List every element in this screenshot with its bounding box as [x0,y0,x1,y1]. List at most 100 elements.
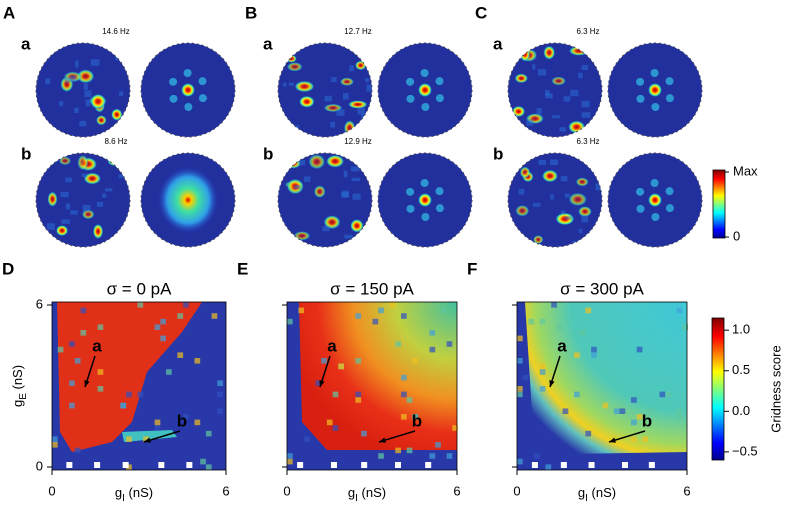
annotation: b [412,411,422,430]
cell-noise [539,386,546,392]
cell-noise [355,313,362,319]
cell-noise [205,430,212,437]
autocorr-peak [169,94,178,103]
annotation: a [92,336,102,355]
rate-label: 12.9 Hz [344,137,372,146]
cell-noise [80,330,87,336]
subscript: I [355,493,358,504]
cell-noise [287,458,293,465]
map-edge [35,42,131,138]
cell-noise [412,358,419,364]
empty-cell [297,462,304,468]
map-edge [377,42,473,138]
cell-noise [562,408,569,414]
map-edge [507,42,603,138]
noise [84,90,92,98]
noise [82,204,91,212]
cell-noise [440,307,447,314]
cell-noise [522,374,529,381]
autocorr-peak [636,204,645,213]
noise [570,89,579,97]
cell-noise [304,436,310,442]
cell-noise [205,464,212,470]
autocorr-peak [636,77,645,86]
colorbar-tick-label: 0.5 [732,362,750,377]
cell-noise [429,346,436,353]
noise [344,234,353,239]
empty-cell [122,462,129,468]
noise [299,160,306,166]
arrow-head [319,380,325,387]
cell-noise [676,414,683,420]
cell-noise [183,414,189,420]
firing-field [350,219,364,233]
rate-colorbar [712,169,726,239]
x-tick-label: 6 [222,483,229,498]
autocorr-peak [650,69,659,78]
cell-noise [401,414,407,420]
autocorr-peak [406,77,415,86]
annotation: b [177,411,187,430]
autocorr-peak [418,193,432,207]
plot-frame [51,301,227,471]
rate-map [378,153,472,247]
cell-noise [545,464,552,470]
cell-noise [528,318,535,325]
noise [564,216,572,220]
autocorr-peak [665,94,674,103]
cell-noise [631,436,637,442]
noise [324,95,332,102]
noise [65,203,71,210]
cell-noise [676,307,683,314]
autocorr-peak [435,77,444,86]
rate-label: 6.3 Hz [576,27,599,36]
cell-noise [378,453,384,459]
cell-noise [326,419,333,426]
noise [79,120,87,127]
cell-noise [401,391,407,398]
noise [85,99,91,107]
panel-letter: F [467,259,477,278]
cell-noise [287,318,293,325]
y-tick-label: 0 [36,458,43,473]
cell-noise [183,302,189,308]
cell-noise [574,391,580,398]
x-tick-label: 0 [48,483,55,498]
noise [64,78,71,83]
autocorr-peak [183,69,192,78]
noise [65,177,73,183]
rate-map [141,153,235,247]
noise [365,77,369,83]
cell-noise [57,346,64,353]
noise [303,176,311,182]
plot-frame [516,301,688,471]
rate-label: 6.3 Hz [576,137,599,146]
map-bg [278,153,372,247]
unit: (nS) [125,485,153,500]
colorbar-tick-label: 1.0 [732,322,750,337]
rate-map [36,153,130,247]
region [525,302,687,454]
row-label: b [21,144,31,163]
cell-noise [378,307,384,314]
noise [537,69,547,76]
cell-noise [217,391,223,398]
noise [581,215,588,223]
symbol: g [348,485,355,500]
cell-noise [636,414,643,420]
cell-noise [401,374,407,381]
autocorr-peak [198,94,207,103]
cell-noise [585,307,592,314]
noise [355,129,363,135]
cell-noise [200,458,206,465]
cell-noise [160,335,166,342]
cell-noise [194,358,201,364]
empty-cell [330,462,337,468]
empty-cell [158,462,165,468]
cell-noise [217,408,223,414]
map-edge [607,42,703,138]
autocorr-blob [158,167,218,233]
noise [70,210,78,215]
rate-map [378,43,472,137]
